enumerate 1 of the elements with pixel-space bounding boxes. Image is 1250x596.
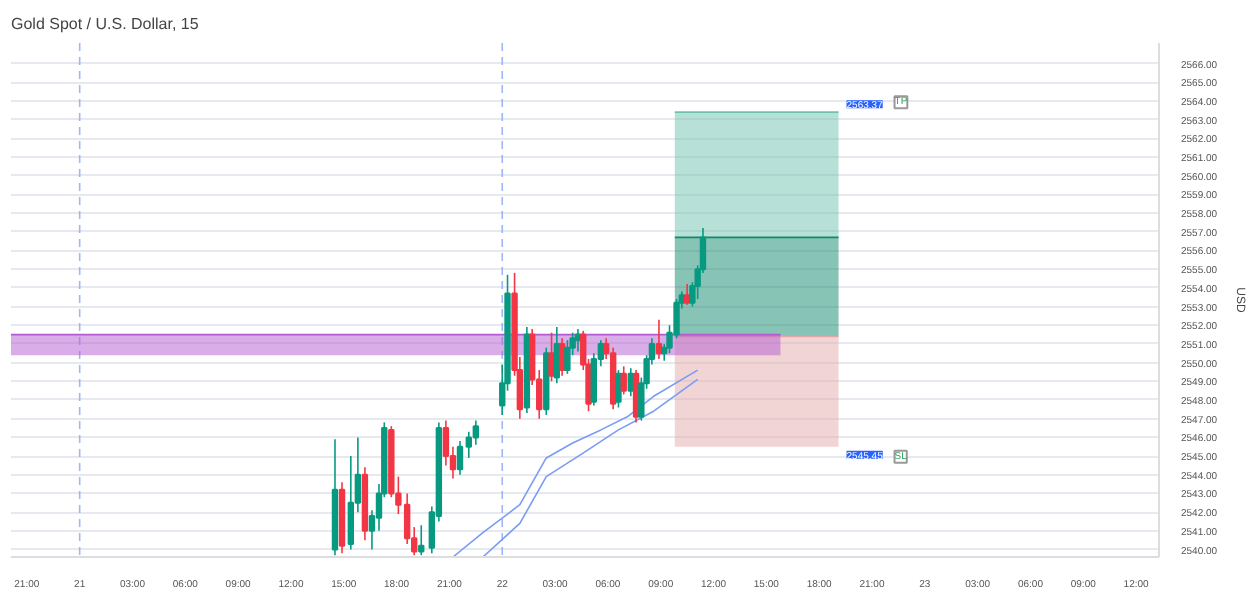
chart-title: Gold Spot / U.S. Dollar, 15 [11, 15, 200, 33]
